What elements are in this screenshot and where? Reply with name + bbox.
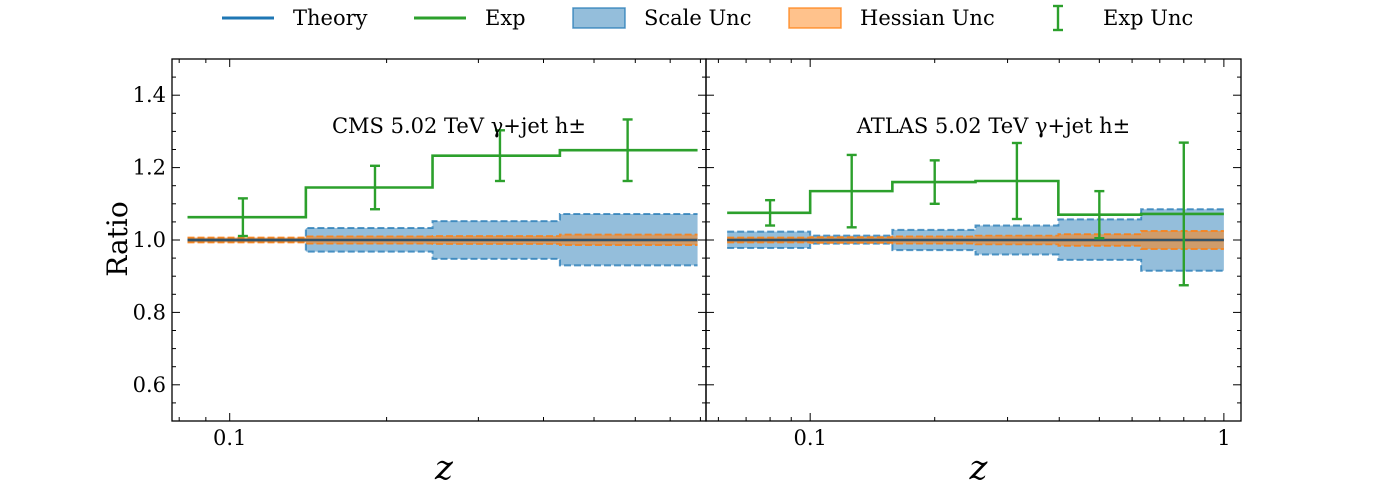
legend-label: Theory [293,6,368,30]
y-axis-label: Ratio [101,201,134,276]
exp-errorbar-4 [1011,141,1022,221]
scale-unc-lower-edge [727,242,1224,272]
panel-title: ATLAS 5.02 TeV γ+jet h± [856,114,1131,138]
legend-entry-theory: Theory [222,6,368,30]
legend-entry-hessian-unc: Hessian Unc [788,6,995,30]
x-tick-label: 1 [1217,426,1230,450]
exp-errorbar-2 [846,153,857,229]
exp-line [187,148,698,219]
legend-label: Scale Unc [644,6,751,30]
plot-area [187,118,698,267]
y-tick-label: 0.8 [133,300,166,324]
x-axis-label: z [434,448,454,488]
exp-errorbar-5 [1094,189,1105,240]
hessian-unc-upper-edge [727,230,1224,239]
exp-errorbar-2 [369,164,380,211]
chart-panel-2: 0.1 1 ATLAS 5.02 TeV γ+jet h± z [705,58,1242,488]
legend-patch-swatch [788,7,842,29]
scale-unc-upper-edge [727,208,1224,237]
x-tick-label: 0.1 [793,426,826,450]
hessian-unc-lower-edge [727,241,1224,250]
y-tick-label: 1.2 [133,156,166,180]
exp-errorbar-3 [929,159,940,206]
chart-panel-1: 0.1 0.6 0.8 1.0 1.2 1.4 CMS 5.02 TeV γ+jet h± z… [101,58,707,488]
panel-title: CMS 5.02 TeV γ+jet h± [332,114,586,138]
y-tick-label: 1.0 [133,228,166,252]
x-axis-label: z [969,448,989,488]
hessian-unc-upper-edge [187,233,698,239]
x-tick-label: 0.1 [213,426,246,450]
exp-line [727,179,1224,216]
legend: Theory Exp Scale Unc Hessian Unc Exp Unc [222,4,1193,32]
legend-patch-swatch [572,7,626,29]
hessian-unc-lower-edge [187,241,698,246]
legend-entry-exp-unc: Exp Unc [1053,4,1193,32]
plot-area [727,141,1224,287]
legend-label: Exp Unc [1103,6,1193,30]
exp-errorbar-6 [1178,141,1189,287]
y-tick-label: 1.4 [133,83,166,107]
y-tick-label: 0.6 [133,373,166,397]
legend-entry-scale-unc: Scale Unc [572,6,751,30]
legend-label: Exp [485,6,526,30]
legend-label: Hessian Unc [860,6,995,30]
exp-errorbar-3 [494,129,505,183]
exp-errorbar-1 [237,197,248,238]
exp-errorbar-1 [765,198,776,227]
scale-unc-lower-edge [187,240,698,267]
legend-entry-exp: Exp [414,6,526,30]
exp-errorbar-4 [622,118,633,183]
